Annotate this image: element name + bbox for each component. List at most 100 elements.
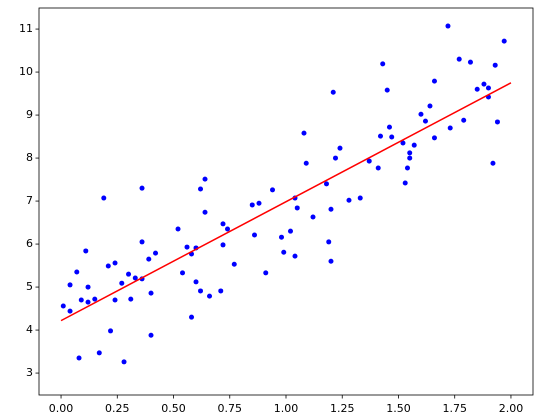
point [189, 314, 195, 320]
point [303, 160, 309, 166]
point [292, 253, 298, 259]
y-tick-label: 4 [26, 323, 33, 336]
y-tick-label: 9 [26, 108, 33, 121]
point [60, 303, 66, 309]
point [456, 56, 462, 62]
point [310, 214, 316, 220]
point [418, 111, 424, 117]
point [447, 125, 453, 131]
point [279, 234, 285, 240]
point [294, 205, 300, 211]
point [85, 284, 91, 290]
point [207, 293, 213, 299]
point [461, 117, 467, 123]
point [146, 256, 152, 262]
y-tick-label: 7 [26, 194, 33, 207]
point [96, 350, 102, 356]
point [139, 185, 145, 191]
point [128, 296, 134, 302]
point [422, 118, 428, 124]
y-tick-label: 3 [26, 366, 33, 379]
point [375, 165, 381, 171]
y-tick-label: 6 [26, 237, 33, 250]
point [346, 197, 352, 203]
point [220, 242, 226, 248]
point [326, 239, 332, 245]
point [445, 23, 451, 29]
point [287, 228, 293, 234]
point [184, 244, 190, 250]
y-tick-label: 8 [26, 151, 33, 164]
y-tick-label: 11 [19, 22, 33, 35]
x-tick-label: 1.00 [274, 402, 299, 413]
x-tick-label: 2.00 [499, 402, 524, 413]
point [225, 226, 231, 232]
point [490, 160, 496, 166]
point [337, 145, 343, 151]
point [132, 275, 138, 281]
point [112, 297, 118, 303]
point [501, 38, 507, 44]
point [78, 297, 84, 303]
point [328, 206, 334, 212]
point [407, 150, 413, 156]
x-tick-label: 1.25 [330, 402, 355, 413]
point [231, 261, 237, 267]
point [357, 195, 363, 201]
point [281, 249, 287, 255]
point [494, 119, 500, 125]
point [366, 158, 372, 164]
point [249, 202, 255, 208]
x-tick-label: 0.75 [218, 402, 243, 413]
point [112, 260, 118, 266]
x-tick-label: 1.50 [386, 402, 411, 413]
x-tick-label: 0.50 [161, 402, 186, 413]
point [492, 62, 498, 68]
point [384, 87, 390, 93]
point [481, 81, 487, 87]
point [263, 270, 269, 276]
point [85, 299, 91, 305]
point [67, 282, 73, 288]
point [153, 250, 159, 256]
point [485, 85, 491, 91]
point [427, 103, 433, 109]
point [148, 332, 154, 338]
point [119, 280, 125, 286]
point [323, 181, 329, 187]
fit-line [60, 82, 512, 322]
point [400, 140, 406, 146]
point [101, 195, 107, 201]
point [105, 263, 111, 269]
point [175, 226, 181, 232]
point [148, 290, 154, 296]
point [270, 187, 276, 193]
point [402, 180, 408, 186]
point [431, 78, 437, 84]
point [121, 359, 127, 365]
point [76, 355, 82, 361]
point [202, 209, 208, 215]
point [67, 308, 73, 314]
point [474, 86, 480, 92]
point [252, 232, 258, 238]
point [220, 221, 226, 227]
point [193, 279, 199, 285]
point [108, 328, 114, 334]
point [83, 248, 89, 254]
point [202, 176, 208, 182]
point [330, 89, 336, 95]
point [431, 135, 437, 141]
point [126, 271, 132, 277]
point [332, 155, 338, 161]
point [198, 186, 204, 192]
point [139, 239, 145, 245]
point [377, 133, 383, 139]
point [256, 200, 262, 206]
point [180, 270, 186, 276]
y-tick-label: 10 [19, 65, 33, 78]
point [386, 124, 392, 130]
point [389, 134, 395, 140]
point [404, 165, 410, 171]
